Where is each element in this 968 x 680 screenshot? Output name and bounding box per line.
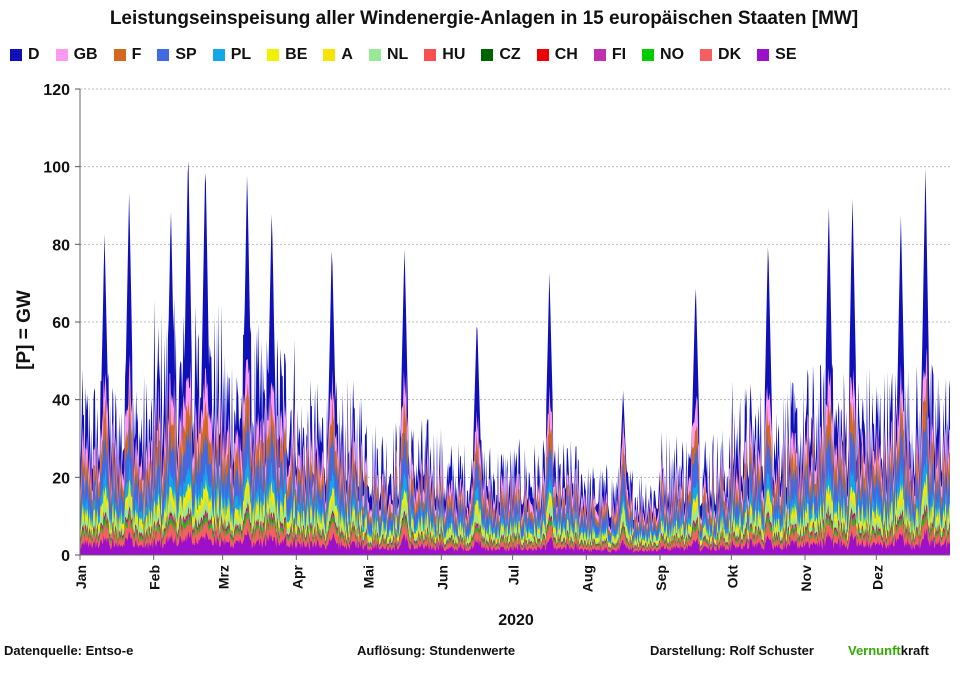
legend-swatch	[536, 49, 549, 61]
legend-item-f: F	[113, 46, 142, 64]
legend-swatch	[212, 49, 225, 61]
x-axis-label: 2020	[498, 612, 534, 629]
axes: 0 20 40 60 80 100 120 Jan Feb Mrz Apr Mai Jun Jul Aug S…	[43, 82, 950, 592]
x-tick-label: Dez	[869, 565, 885, 590]
y-tick-label: 20	[52, 470, 70, 487]
legend-item-ch: CH	[536, 46, 578, 64]
x-tick-label: Mrz	[216, 565, 232, 589]
legend-swatch	[757, 49, 770, 61]
footer-source: Datenquelle: Entso-e	[4, 643, 134, 658]
legend-label: D	[28, 46, 40, 63]
legend-swatch	[593, 49, 606, 61]
legend-label: CZ	[499, 46, 521, 63]
y-tick-label: 80	[52, 237, 70, 254]
footer-brand: Vernunftkraft	[848, 643, 929, 658]
legend-item-a: A	[323, 46, 353, 64]
stacked-areas	[80, 161, 950, 555]
legend-item-pl: PL	[212, 46, 252, 64]
legend-swatch	[157, 49, 170, 61]
y-tick-label: 40	[52, 393, 70, 410]
legend-label: BE	[285, 46, 308, 63]
legend-item-cz: CZ	[481, 46, 521, 64]
legend-swatch	[642, 49, 655, 61]
legend-swatch	[323, 49, 336, 61]
legend-item-d: D	[10, 46, 40, 64]
legend-item-dk: DK	[700, 46, 741, 64]
legend-label: SE	[775, 46, 797, 63]
legend-label: PL	[230, 46, 252, 63]
chart-area: 0 20 40 60 80 100 120 Jan Feb Mrz Apr Mai Jun Jul Aug S…	[14, 82, 950, 629]
legend-item-fi: FI	[593, 46, 627, 64]
legend-swatch	[481, 49, 494, 61]
legend-label: HU	[442, 46, 466, 63]
legend-label: DK	[718, 46, 742, 63]
legend-item-nl: NL	[368, 46, 409, 64]
area-series-se	[80, 528, 950, 555]
legend-label: A	[341, 46, 353, 63]
legend-swatch	[700, 49, 713, 61]
x-tick-label: Nov	[798, 565, 814, 592]
x-tick-label: Jul	[506, 565, 522, 585]
legend-item-no: NO	[642, 46, 684, 64]
chart-title: Leistungseinspeisung aller Windenergie-A…	[109, 8, 859, 29]
legend: D GB F SP PL BE A NL HU CZ CH FI NO DK SE	[10, 46, 960, 64]
x-tick-label: Feb	[147, 565, 163, 590]
y-tick-label: 120	[43, 82, 70, 99]
legend-label: GB	[73, 46, 98, 63]
legend-item-gb: GB	[55, 46, 98, 64]
brand-green-part: Vernunft	[848, 643, 901, 658]
legend-item-se: SE	[757, 46, 796, 64]
legend-swatch	[424, 49, 437, 61]
legend-label: NL	[386, 46, 409, 63]
y-tick-label: 60	[52, 315, 70, 332]
x-tick-label: Jan	[73, 565, 89, 589]
brand-rest-part: kraft	[900, 643, 929, 658]
footer-resolution: Auflösung: Stundenwerte	[357, 643, 516, 658]
legend-label: NO	[660, 46, 685, 63]
legend-item-be: BE	[267, 46, 307, 64]
x-tick-label: Aug	[579, 565, 595, 592]
x-tick-label: Jun	[434, 565, 450, 590]
legend-swatch	[267, 49, 280, 61]
x-tick-label: Okt	[724, 565, 740, 589]
legend-label: F	[131, 46, 142, 63]
legend-swatch	[113, 49, 126, 61]
legend-label: FI	[611, 46, 627, 63]
legend-label: CH	[554, 46, 578, 63]
x-tick-label: Mai	[361, 565, 377, 588]
x-tick-label: Sep	[653, 565, 669, 591]
x-tick-label: Apr	[289, 564, 305, 589]
legend-label: SP	[175, 46, 197, 63]
legend-swatch	[10, 49, 22, 61]
y-axis-label: [P] = GW	[14, 290, 35, 370]
y-tick-label: 0	[61, 548, 70, 565]
legend-swatch	[368, 49, 381, 61]
legend-swatch	[55, 49, 68, 61]
footer-author: Darstellung: Rolf Schuster	[650, 643, 814, 658]
y-tick-label: 100	[43, 160, 70, 177]
legend-item-sp: SP	[157, 46, 197, 64]
legend-item-hu: HU	[424, 46, 465, 64]
